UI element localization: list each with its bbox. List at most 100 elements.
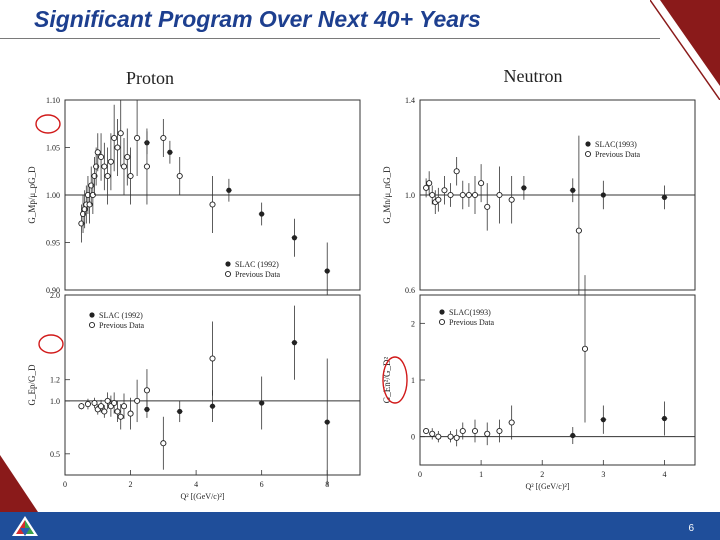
proton_ge-ytick-label: 0.5 (50, 450, 60, 459)
proton_gm-point-open (104, 172, 111, 180)
neutron_ge-xtick-label: 4 (662, 470, 666, 479)
proton_gm-point-open (107, 158, 114, 165)
proton_ge-point-open (78, 403, 85, 410)
neutron_ge-point-open (459, 427, 466, 435)
neutron_gm-legend-marker-open (584, 150, 592, 158)
proton_gm-point-open (143, 163, 150, 170)
proton_ge-point-open (134, 397, 141, 404)
footer-bar (0, 512, 720, 540)
neutron_ge-ylabel: G_En²/G_D² (382, 357, 392, 404)
proton_gm-point-filled (167, 149, 173, 155)
neutron_ge-point-open (453, 434, 460, 441)
proton_ge-point-open (111, 399, 118, 407)
neutron_gm-point-open (496, 191, 503, 199)
proton_ge-xtick-label: 4 (194, 480, 198, 489)
neutron_gm-point-open (575, 227, 582, 234)
neutron_ge-point-open (447, 433, 454, 440)
neutron_ge-point-filled (600, 417, 606, 423)
neutron_ge-point-filled (661, 415, 668, 422)
neutron_ge-point-open (429, 430, 436, 437)
neutron_ge-point-open (471, 427, 479, 435)
proton_ge-legend-marker-filled (89, 312, 95, 318)
proton_gm-point-open (98, 153, 105, 161)
proton_gm-legend-marker-open (224, 270, 232, 278)
proton_ge-xtick-label: 2 (129, 480, 133, 489)
neutron_gm-point-open (453, 168, 460, 175)
proton_ge-xtick-label: 6 (260, 480, 264, 489)
proton_ge-ytick-label: 1.2 (50, 376, 60, 385)
neutron_gm-point-open (423, 184, 430, 191)
corner-decoration (650, 0, 720, 100)
neutron_ge-point-filled (570, 432, 576, 439)
proton_gm-header: Proton (126, 68, 174, 88)
proton_ge-xlabel: Q² [(GeV/c)²] (180, 492, 224, 501)
proton_gm-ytick-label: 0.95 (46, 239, 60, 248)
neutron_gm-legend-label: Previous Data (595, 150, 641, 159)
proton_gm-point-open (117, 130, 124, 137)
proton_gm-point-open (124, 153, 131, 161)
page-number: 6 (688, 523, 694, 534)
proton_ge-point-open (117, 413, 124, 420)
neutron_ge-xtick-label: 1 (479, 470, 483, 479)
neutron_gm-point-open (435, 196, 442, 203)
proton_gm-ytick-label: 1.00 (46, 191, 60, 200)
neutron_gm-point-open (465, 191, 472, 199)
proton_gm-ylabel: G_Mp/μ_pG_D (27, 166, 37, 224)
neutron_gm-ylabel: G_Mn/μ_nG_D (382, 166, 392, 224)
neutron_gm-ytick-label: 1.4 (405, 96, 415, 105)
proton_ge-point-open (101, 408, 108, 415)
proton_ge-legend-marker-open (88, 321, 96, 329)
neutron_gm-point-filled (661, 194, 668, 200)
neutron_gm-ytick-label: 1.0 (405, 191, 415, 200)
proton_gm-point-open (101, 163, 108, 170)
proton_ge-point-open (120, 403, 128, 410)
proton_gm-point-open (134, 134, 141, 142)
highlight-circle-110 (35, 114, 61, 134)
proton_gm-ytick-label: 0.90 (46, 286, 60, 295)
proton_ge-ytick-label: 2.0 (50, 291, 60, 300)
proton_gm-point-open (114, 144, 121, 151)
proton_ge-point-open (127, 410, 134, 417)
neutron_ge-point-open (496, 427, 503, 435)
proton_ge-point-open (84, 401, 91, 408)
highlight-circle-12 (38, 334, 64, 354)
neutron_gm-point-open (471, 191, 479, 199)
neutron_gm-point-open (478, 180, 485, 187)
proton_ge-point-open (209, 355, 216, 362)
neutron_ge-ytick-label: 2 (411, 319, 415, 328)
lab-logo-icon (12, 516, 38, 536)
neutron_ge-point-open (423, 427, 430, 435)
proton_ge-point-open (104, 397, 111, 404)
proton_ge-point-filled (324, 419, 330, 425)
neutron_ge-point-open (435, 433, 442, 440)
neutron_gm-point-filled (600, 192, 606, 198)
neutron_ge-ytick-label: 0 (411, 433, 415, 442)
proton_gm-ytick-label: 1.05 (46, 144, 60, 153)
proton_gm-point-filled (226, 187, 232, 193)
proton_ge-legend-label: Previous Data (99, 321, 145, 330)
neutron_ge-legend-marker-open (438, 318, 446, 326)
proton_gm-point-open (120, 163, 128, 170)
proton_ge-point-filled (291, 340, 298, 346)
proton_gm-point-open (176, 172, 183, 180)
proton_gm-point-open (160, 134, 167, 142)
proton_gm-point-open (209, 201, 216, 208)
proton_ge-point-filled (259, 400, 265, 406)
neutron_gm-point-filled (570, 187, 576, 193)
neutron_ge-xtick-label: 0 (418, 470, 422, 479)
proton_ge-point-open (114, 408, 121, 415)
neutron_gm-header: Neutron (504, 66, 563, 86)
title-divider (0, 38, 660, 39)
proton_ge-ytick-label: 1.0 (50, 397, 60, 406)
proton_gm-point-filled (291, 235, 298, 241)
neutron_ge-xlabel: Q² [(GeV/c)²] (525, 482, 569, 491)
proton_ge-legend-label: SLAC (1992) (99, 311, 143, 320)
proton_ge-point-open (98, 403, 105, 410)
neutron_gm-point-open (459, 191, 466, 199)
highlight-circle-ge-ratio (382, 356, 408, 404)
proton_gm-point-open (127, 172, 134, 180)
neutron_ge-xtick-label: 2 (540, 470, 544, 479)
neutron_ge-ytick-label: 1 (411, 376, 415, 385)
proton_gm-point-filled (259, 211, 265, 217)
